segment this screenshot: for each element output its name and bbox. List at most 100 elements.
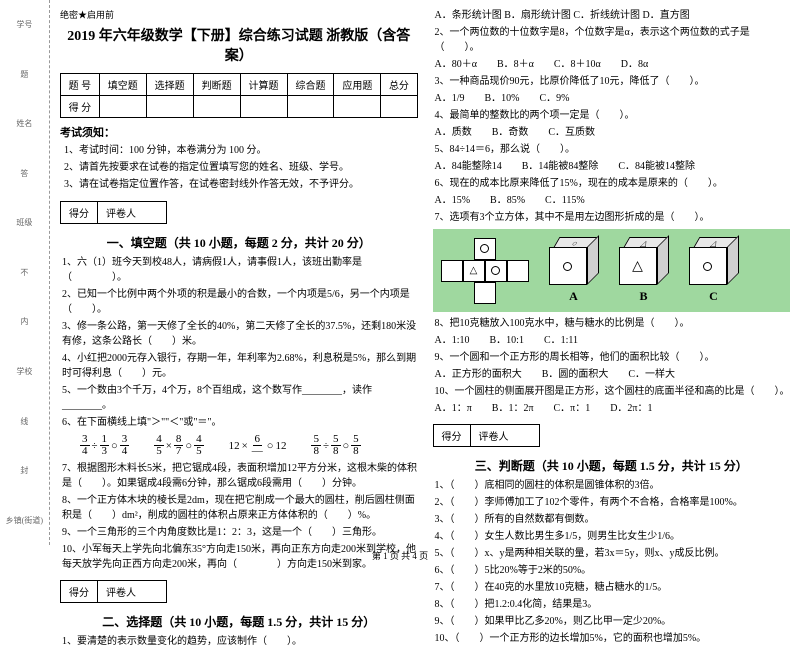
q1-3: 3、修一条公路，第一天修了全长的40%，第二天修了全长的37.5%，还剩180米… bbox=[60, 319, 418, 349]
q3-1: 1、（ ）底相同的圆柱的体积是圆锥体积的3倍。 bbox=[433, 478, 791, 493]
score-cell[interactable] bbox=[240, 96, 287, 118]
circle-icon bbox=[491, 266, 500, 275]
score-cell[interactable] bbox=[287, 96, 334, 118]
q3-2: 2、（ ）李师傅加工了102个零件，有两个不合格，合格率是100%。 bbox=[433, 495, 791, 510]
right-column: A．条形统计图 B．扇形统计图 C．折线统计图 D．直方图 2、一个两位数的十位… bbox=[433, 8, 791, 537]
q2-2-opts: A．80＋α B．8＋α C．8＋10α D．8α bbox=[433, 57, 791, 72]
th-calc: 计算题 bbox=[240, 74, 287, 96]
frac-expr-4: 58÷58○58 bbox=[311, 434, 360, 457]
q2-4: 4、最简单的整数比的两个项一定是（ ）。 bbox=[433, 108, 791, 123]
bind-line: 线 bbox=[20, 416, 28, 427]
q3-7: 7、（ ）在40克的水里放10克糖，糖占糖水的1/5。 bbox=[433, 580, 791, 595]
q1-9: 9、一个三角形的三个内角度数比是1：2：3，这是一个（ ）三角形。 bbox=[60, 525, 418, 540]
score-box-2: 得分 评卷人 bbox=[60, 580, 167, 603]
q1-5: 5、一个数由3个千万，4个万，8个百组成，这个数写作________，读作___… bbox=[60, 383, 418, 413]
dice-b: △ △ B bbox=[619, 237, 669, 304]
score-cell[interactable] bbox=[381, 96, 417, 118]
bind-school-label: 学校 bbox=[16, 366, 32, 377]
bind-seal: 封 bbox=[20, 465, 28, 476]
frac-expr-2: 45×87○45 bbox=[154, 434, 203, 457]
grader-label: 评卷人 bbox=[98, 581, 166, 602]
circle-icon bbox=[703, 262, 712, 271]
q2-1-opts: A．条形统计图 B．扇形统计图 C．折线统计图 D．直方图 bbox=[433, 8, 791, 23]
bind-ti: 题 bbox=[20, 69, 28, 80]
q2-6: 6、现在的成本比原来降低了15%，现在的成本是原来的（ ）。 bbox=[433, 176, 791, 191]
q3-4: 4、（ ）女生人数比男生多1/5，则男生比女生少1/6。 bbox=[433, 529, 791, 544]
frac-expr-1: 34÷13○34 bbox=[80, 434, 129, 457]
q2-4-opts: A．质数 B．奇数 C．互质数 bbox=[433, 125, 791, 140]
left-column: 绝密★启用前 2019 年六年级数学【下册】综合练习试题 浙教版（含答案） 题 … bbox=[60, 8, 418, 537]
q2-6-opts: A．15% B．85% C．115% bbox=[433, 193, 791, 208]
th-judge: 判断题 bbox=[193, 74, 240, 96]
q1-7: 7、根据图形木料长5米，把它锯成4段，表面积增加12平方分米，这根木柴的体积是（… bbox=[60, 461, 418, 491]
grader-label: 评卷人 bbox=[471, 425, 539, 446]
bind-id-label: 学号 bbox=[16, 19, 32, 30]
secret-label: 绝密★启用前 bbox=[60, 8, 418, 21]
q3-8: 8、（ ）把1.2:0.4化简，结果是3。 bbox=[433, 597, 791, 612]
notice-list: 1、考试时间：100 分钟，本卷满分为 100 分。 2、请首先按要求在试卷的指… bbox=[60, 144, 418, 192]
exam-title: 2019 年六年级数学【下册】综合练习试题 浙教版（含答案） bbox=[60, 25, 418, 65]
fraction-row: 34÷13○34 45×87○45 12×6—○12 58÷58○58 bbox=[80, 434, 418, 457]
page-footer: 第 1 页 共 4 页 bbox=[0, 549, 800, 562]
score-cell[interactable] bbox=[99, 96, 146, 118]
score-box-1: 得分 评卷人 bbox=[60, 201, 167, 224]
section1-title: 一、填空题（共 10 小题，每题 2 分，共计 20 分） bbox=[60, 234, 418, 251]
q2-9-opts: A．正方形的面积大 B．圆的面积大 C．一样大 bbox=[433, 367, 791, 382]
bind-inner: 内 bbox=[20, 316, 28, 327]
bind-class-label: 班级 bbox=[16, 217, 32, 228]
q2-5-opts: A．84能整除14 B．14能被84整除 C．84能被14整除 bbox=[433, 159, 791, 174]
score-cell[interactable] bbox=[334, 96, 381, 118]
q2-5: 5、84÷14＝6，那么说（ ）。 bbox=[433, 142, 791, 157]
q1-6: 6、在下面横线上填"＞""＜"或"＝"。 bbox=[60, 415, 418, 430]
q2-10: 10、一个圆柱的侧面展开图是正方形，这个圆柱的底面半径和高的比是（ ）。 bbox=[433, 384, 791, 399]
score-table: 题 号 填空题 选择题 判断题 计算题 综合题 应用题 总分 得 分 bbox=[60, 73, 418, 118]
q2-1: 1、要清楚的表示数量变化的趋势，应该制作（ ）。 bbox=[60, 634, 418, 649]
q2-8: 8、把10克糖放入100克水中，糖与糖水的比例是（ ）。 bbox=[433, 316, 791, 331]
q2-7: 7、选项有3个立方体，其中不是用左边图形折成的是（ ）。 bbox=[433, 210, 791, 225]
q3-3: 3、（ ）所有的自然数都有倒数。 bbox=[433, 512, 791, 527]
q3-10: 10、（ ）一个正方形的边长增加5%，它的面积也增加5%。 bbox=[433, 631, 791, 646]
dice-figure: △ ○ A △ △ bbox=[433, 229, 791, 312]
score-label: 得 分 bbox=[61, 96, 100, 118]
circle-icon bbox=[480, 244, 489, 253]
circle-icon bbox=[563, 262, 572, 271]
bind-no: 不 bbox=[20, 267, 28, 278]
th-fill: 填空题 bbox=[99, 74, 146, 96]
th-app: 应用题 bbox=[334, 74, 381, 96]
q1-4: 4、小红把2000元存入银行，存期一年，年利率为2.68%，利息税是5%，那么到… bbox=[60, 351, 418, 381]
score-cell[interactable] bbox=[193, 96, 240, 118]
q1-8: 8、一个正方体木块的棱长是2dm，现在把它削成一个最大的圆柱，削后圆柱侧面积是（… bbox=[60, 493, 418, 523]
score-label: 得分 bbox=[434, 425, 471, 446]
score-box-3: 得分 评卷人 bbox=[433, 424, 540, 447]
bind-township-label: 乡镇(街道) bbox=[6, 515, 43, 526]
score-cell[interactable] bbox=[146, 96, 193, 118]
score-label: 得分 bbox=[61, 581, 98, 602]
q2-10-opts: A．1：π B．1：2π C．π：1 D．2π：1 bbox=[433, 401, 791, 416]
bind-ans: 答 bbox=[20, 168, 28, 179]
dice-a: ○ A bbox=[549, 237, 599, 304]
unfold-net: △ bbox=[441, 238, 529, 304]
frac-expr-3: 12×6—○12 bbox=[229, 434, 287, 457]
bind-name-label: 姓名 bbox=[16, 118, 32, 129]
notice-item: 3、请在试卷指定位置作答，在试卷密封线外作答无效，不予评分。 bbox=[64, 178, 418, 192]
section3-title: 三、判断题（共 10 小题，每题 1.5 分，共计 15 分） bbox=[433, 457, 791, 474]
q2-3: 3、一种商品现价90元，比原价降低了10元，降低了（ ）。 bbox=[433, 74, 791, 89]
q1-2: 2、已知一个比例中两个外项的积是最小的合数，一个内项是5/6，另一个内项是（ ）… bbox=[60, 287, 418, 317]
grader-label: 评卷人 bbox=[98, 202, 166, 223]
q2-3-opts: A．1/9 B．10% C．9% bbox=[433, 91, 791, 106]
section2-title: 二、选择题（共 10 小题，每题 1.5 分，共计 15 分） bbox=[60, 613, 418, 630]
q1-1: 1、六（1）班今天到校48人，请病假1人，请事假1人，该班出勤率是（ ）。 bbox=[60, 255, 418, 285]
th-comp: 综合题 bbox=[287, 74, 334, 96]
notice-title: 考试须知： bbox=[60, 124, 418, 140]
q2-2: 2、一个两位数的十位数字是8，个位数字是α，表示这个两位数的式子是（ ）。 bbox=[433, 25, 791, 55]
q2-9: 9、一个圆和一个正方形的周长相等，他们的面积比较（ ）。 bbox=[433, 350, 791, 365]
th-total: 总分 bbox=[381, 74, 417, 96]
th-num: 题 号 bbox=[61, 74, 100, 96]
q2-8-opts: A．1:10 B．10:1 C．1:11 bbox=[433, 333, 791, 348]
q3-6: 6、（ ）5比20%等于2米的50%。 bbox=[433, 563, 791, 578]
notice-item: 2、请首先按要求在试卷的指定位置填写您的姓名、班级、学号。 bbox=[64, 161, 418, 175]
th-choice: 选择题 bbox=[146, 74, 193, 96]
q3-9: 9、（ ）如果甲比乙多20%，则乙比甲一定少20%。 bbox=[433, 614, 791, 629]
notice-item: 1、考试时间：100 分钟，本卷满分为 100 分。 bbox=[64, 144, 418, 158]
score-label: 得分 bbox=[61, 202, 98, 223]
